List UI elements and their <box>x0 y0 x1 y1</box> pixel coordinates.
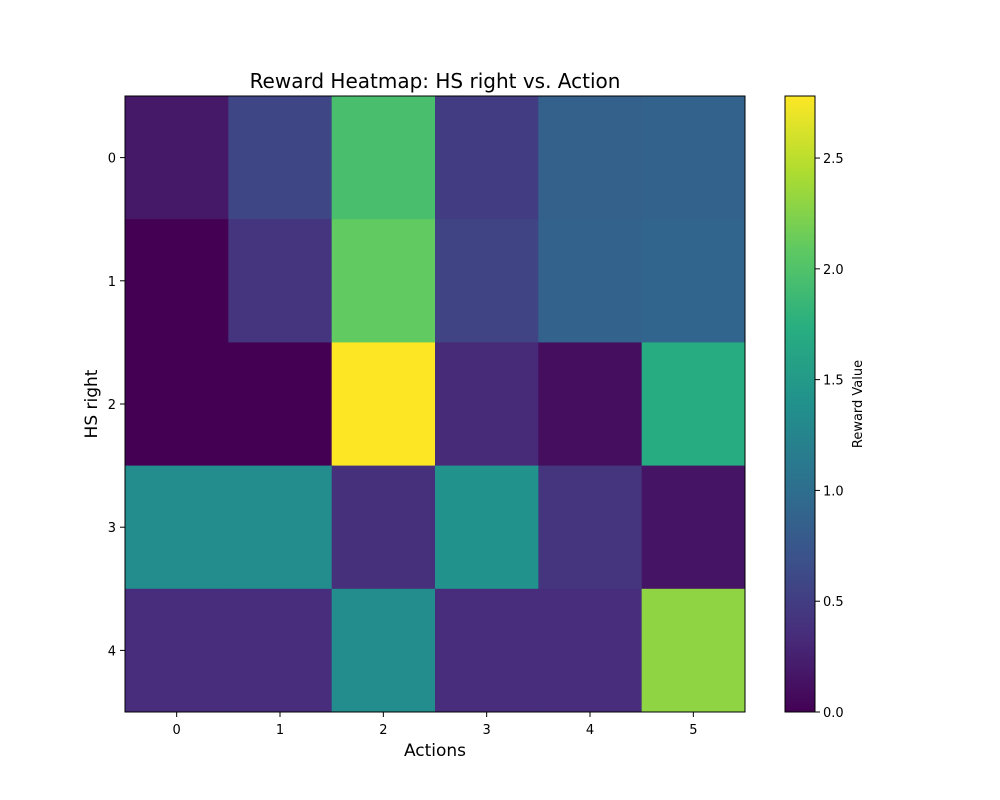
heatmap-cell <box>435 588 539 713</box>
heatmap-cell <box>641 219 746 343</box>
chart-title: Reward Heatmap: HS right vs. Action <box>250 69 621 93</box>
x-axis-label: Actions <box>404 741 466 761</box>
heatmap-cell <box>435 219 539 343</box>
colorbar-ticks: 0.0 0.5 1.0 1.5 2.0 2.5 <box>815 152 844 721</box>
colorbar-tick-label: 2.0 <box>823 263 844 278</box>
x-tick-label: 3 <box>483 723 491 738</box>
heatmap-cell <box>125 465 229 590</box>
heatmap-cell <box>538 96 643 220</box>
colorbar-label: Reward Value <box>851 360 866 448</box>
y-axis-label: HS right <box>82 369 102 438</box>
heatmap-cell <box>125 96 229 220</box>
x-axis-ticks: 0 1 2 3 4 5 <box>173 712 697 738</box>
heatmap-cells <box>125 96 746 713</box>
y-tick-label: 0 <box>108 152 116 167</box>
heatmap-cell <box>228 342 333 467</box>
heatmap-cell <box>435 342 539 467</box>
heatmap-cell <box>538 588 643 713</box>
colorbar-tick-label: 1.5 <box>823 374 844 389</box>
colorbar <box>785 96 815 712</box>
heatmap-cell <box>228 465 333 590</box>
colorbar-frame <box>784 95 816 713</box>
colorbar-tick-label: 0.0 <box>823 706 844 721</box>
heatmap-cell <box>641 96 746 220</box>
heatmap-cell <box>538 342 643 467</box>
colorbar-tick-label: 1.0 <box>823 484 844 499</box>
heatmap-cell <box>538 219 643 343</box>
heatmap-cell <box>641 465 746 590</box>
y-tick-label: 2 <box>108 398 116 413</box>
heatmap-cell <box>331 219 436 343</box>
y-tick-label: 1 <box>108 275 116 290</box>
heatmap-cell <box>331 588 436 713</box>
heatmap-cell <box>228 219 333 343</box>
heatmap-cell <box>641 342 746 467</box>
heatmap-cell <box>331 96 436 220</box>
x-tick-label: 0 <box>173 723 181 738</box>
colorbar-tick-label: 0.5 <box>823 595 844 610</box>
heatmap-cell <box>435 96 539 220</box>
heatmap-cell <box>538 465 643 590</box>
heatmap-cell <box>641 588 746 713</box>
heatmap-cell <box>125 588 229 713</box>
x-tick-label: 5 <box>689 723 697 738</box>
y-tick-label: 3 <box>108 521 116 536</box>
heatmap-cell <box>331 342 436 467</box>
heatmap-cell <box>228 96 333 220</box>
colorbar-tick-label: 2.5 <box>823 152 844 167</box>
heatmap-cell <box>435 465 539 590</box>
heatmap-cell <box>125 342 229 467</box>
x-tick-label: 1 <box>276 723 284 738</box>
y-axis-ticks: 0 1 2 3 4 <box>108 152 125 659</box>
x-tick-label: 4 <box>586 723 594 738</box>
heatmap-cell <box>331 465 436 590</box>
x-tick-label: 2 <box>379 723 387 738</box>
heatmap-cell <box>228 588 333 713</box>
heatmap-cell <box>125 219 229 343</box>
y-tick-label: 4 <box>108 644 116 659</box>
